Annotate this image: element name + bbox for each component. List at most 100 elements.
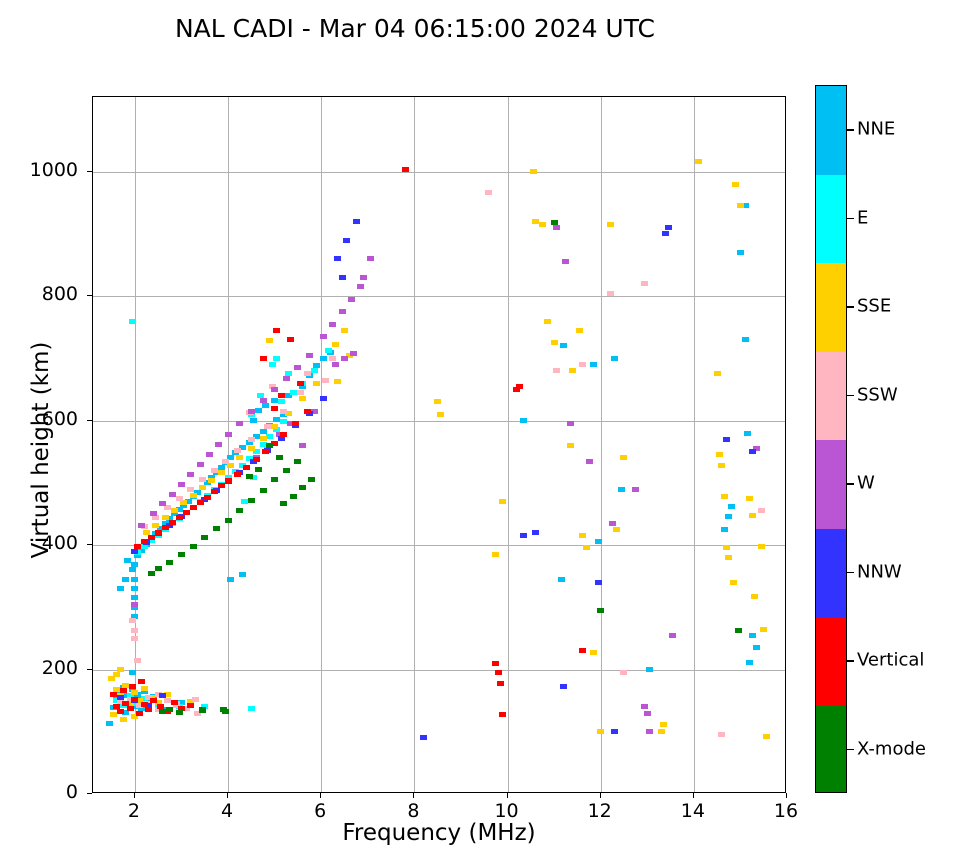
data-point <box>171 511 178 517</box>
x-tick <box>506 793 508 798</box>
data-point <box>247 497 255 503</box>
data-point <box>159 708 167 714</box>
data-point <box>334 256 342 262</box>
data-point <box>643 710 651 716</box>
data-point <box>618 486 626 492</box>
data-point <box>126 701 134 707</box>
data-point <box>187 702 195 708</box>
colorbar-label-x-mode: X-mode <box>857 738 926 760</box>
data-point <box>222 709 230 715</box>
data-point <box>420 735 428 741</box>
data-point <box>224 477 232 483</box>
data-point <box>238 445 246 451</box>
data-point <box>641 281 649 287</box>
colorbar <box>815 85 847 793</box>
data-point <box>566 443 574 448</box>
data-point <box>259 428 267 434</box>
data-point <box>310 368 318 374</box>
data-point <box>531 530 539 536</box>
data-point <box>299 383 307 389</box>
x-tick-label: 12 <box>587 800 612 822</box>
data-point <box>166 516 174 522</box>
data-point <box>268 383 276 389</box>
y-tick-label: 0 <box>65 781 78 803</box>
data-point <box>210 467 218 473</box>
colorbar-label-nnw: NNW <box>857 561 902 583</box>
data-point <box>112 686 120 692</box>
data-point <box>729 579 737 585</box>
data-point <box>273 355 281 361</box>
data-point <box>182 510 190 516</box>
data-point <box>594 539 602 545</box>
data-point <box>632 486 640 492</box>
data-point <box>105 721 113 727</box>
data-point <box>320 334 328 340</box>
data-point <box>180 500 188 506</box>
data-point <box>259 398 267 404</box>
x-tick-label: 10 <box>494 800 519 822</box>
x-tick <box>692 793 694 798</box>
data-point <box>695 159 702 165</box>
data-point <box>750 593 758 599</box>
data-point <box>299 485 307 491</box>
data-point <box>341 327 349 333</box>
data-point <box>140 689 148 695</box>
data-point <box>250 418 258 424</box>
data-point <box>753 644 761 650</box>
data-point <box>124 557 132 563</box>
data-point <box>492 660 500 666</box>
data-point <box>110 711 118 717</box>
y-tick <box>87 419 92 421</box>
data-point <box>273 417 281 423</box>
data-point <box>299 396 307 402</box>
data-point <box>145 702 153 708</box>
data-point <box>569 368 577 374</box>
data-point <box>285 393 293 399</box>
data-point <box>611 729 619 735</box>
data-point <box>152 514 160 520</box>
data-point <box>590 362 598 368</box>
data-point <box>224 517 232 523</box>
data-point <box>117 586 125 592</box>
data-point <box>329 355 337 361</box>
data-point <box>194 710 202 716</box>
data-point <box>247 706 255 712</box>
colorbar-label-vertical: Vertical <box>857 649 925 671</box>
data-point <box>725 555 733 561</box>
data-point <box>122 709 130 715</box>
data-point <box>543 318 551 324</box>
data-point <box>515 383 523 389</box>
data-point <box>520 418 528 424</box>
data-point <box>261 449 269 455</box>
colorbar-tick <box>847 571 854 574</box>
colorbar-tick <box>847 306 854 308</box>
data-point <box>294 364 302 370</box>
data-point <box>557 576 565 582</box>
colorbar-band-vertical <box>816 617 846 706</box>
data-point <box>247 446 255 452</box>
data-point <box>140 701 148 707</box>
data-point <box>608 520 616 526</box>
data-point <box>322 377 330 383</box>
data-point <box>732 181 740 187</box>
data-point <box>126 693 134 699</box>
data-point <box>157 703 165 709</box>
data-point <box>212 526 220 532</box>
data-point <box>133 543 141 549</box>
gridline-vertical <box>693 97 695 792</box>
data-point <box>303 408 311 414</box>
data-point <box>112 698 120 704</box>
y-tick <box>87 793 92 794</box>
data-point <box>436 411 444 417</box>
x-tick-label: 14 <box>680 800 705 822</box>
data-point <box>117 695 125 701</box>
data-point <box>725 513 733 519</box>
data-point <box>226 455 234 461</box>
data-point <box>233 471 241 477</box>
data-point <box>597 729 605 735</box>
gridline-horizontal <box>93 171 785 173</box>
data-point <box>303 371 311 377</box>
data-point <box>585 458 593 464</box>
x-tick <box>133 793 135 798</box>
data-point <box>112 672 120 677</box>
